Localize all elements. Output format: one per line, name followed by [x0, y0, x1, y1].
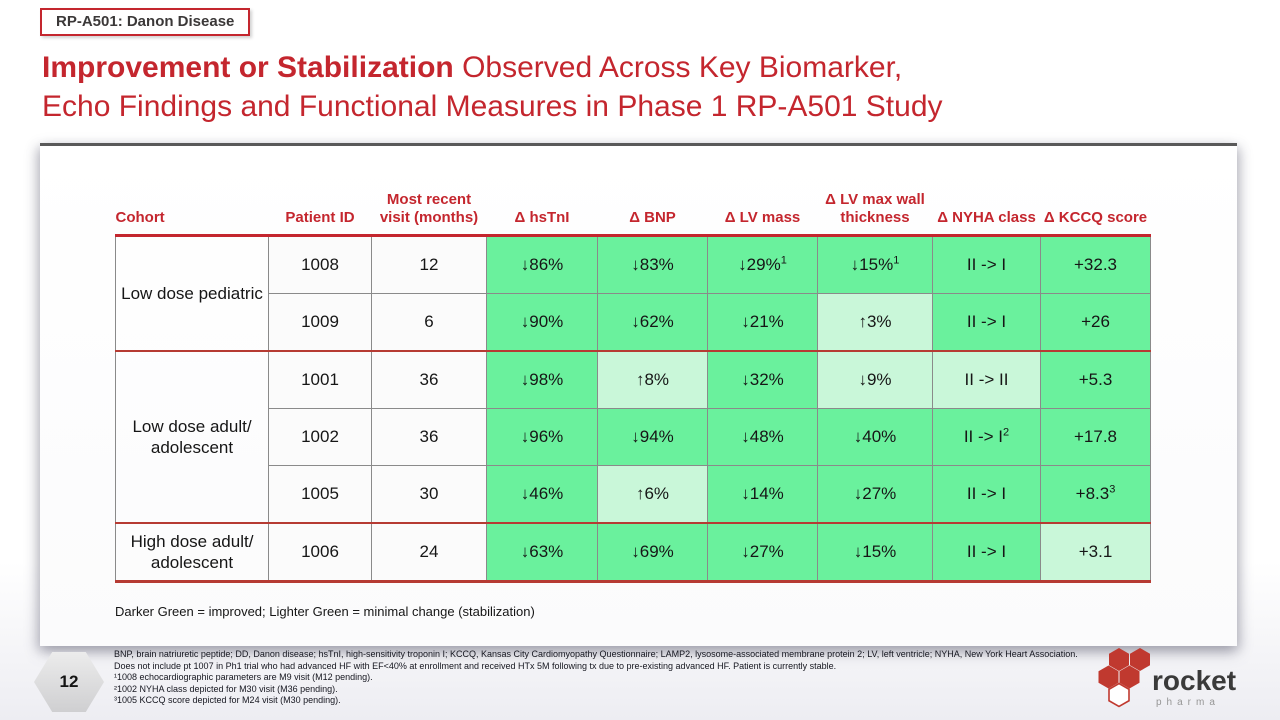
delta-cell: ↓27% [817, 465, 933, 524]
delta-cell: II -> I2 [932, 408, 1041, 466]
delta-cell: ↑3% [817, 293, 933, 352]
patient-id-cell: 1002 [268, 408, 372, 466]
visit-months-cell: 12 [371, 235, 487, 294]
cohort-cell: Low dose pediatric [115, 235, 269, 352]
patient-id-cell: 1006 [268, 522, 372, 583]
delta-cell: ↓46% [486, 465, 598, 524]
table-row: 1002 36 ↓96% ↓94% ↓48% ↓40% II -> I2 +17.8 [116, 408, 1151, 466]
visit-months-cell: 30 [371, 465, 487, 524]
delta-cell: +32.3 [1040, 235, 1151, 294]
slide-title: Improvement or Stabilization Observed Ac… [42, 48, 943, 126]
column-header: Cohort [115, 191, 269, 237]
cohort-cell: High dose adult/ adolescent [115, 522, 269, 583]
delta-cell: ↓27% [707, 522, 818, 583]
logo-text: rocket pharma [1152, 665, 1237, 709]
footnote-2: ²1002 NYHA class depicted for M30 visit … [114, 683, 338, 694]
table-row: Low dose adult/ adolescent 1001 36 ↓98% ↑8% ↓… [115, 350, 1151, 524]
delta-cell: ↓15% [817, 522, 933, 583]
delta-cell: ↓32% [707, 350, 818, 409]
page-number: 12 [59, 672, 79, 691]
delta-cell: ↓96% [486, 408, 598, 466]
patient-id-cell: 1005 [268, 465, 372, 524]
delta-cell: ↓9% [817, 350, 933, 409]
delta-cell: ↓98% [486, 350, 598, 409]
delta-cell: ↓86% [486, 235, 598, 294]
delta-cell: ↓29%1 [707, 235, 818, 294]
visit-months-cell: 36 [371, 408, 487, 466]
visit-months-cell: 6 [371, 293, 487, 352]
column-header: Most recent visit (months) [371, 191, 487, 237]
study-badge: RP-A501: Danon Disease [40, 8, 251, 36]
delta-cell: +3.1 [1040, 522, 1151, 583]
page-number-hexagon: 12 [34, 652, 104, 712]
logo-subtitle: pharma [1156, 697, 1220, 708]
delta-cell: ↓62% [597, 293, 708, 352]
delta-cell: II -> I [932, 465, 1041, 524]
delta-cell: ↑8% [597, 350, 708, 409]
title-line1: Improvement or Stabilization Observed Ac… [42, 51, 903, 84]
column-header: Δ LV mass [707, 191, 818, 237]
delta-cell: ↓48% [707, 408, 818, 466]
delta-cell: ↓21% [707, 293, 818, 352]
delta-cell: ↓63% [486, 522, 598, 583]
table-row: 1005 30 ↓46% ↑6% ↓14% ↓27% II -> I +8.33 [116, 465, 1151, 524]
hexagon-cluster-icon [1098, 648, 1150, 708]
column-header: Δ NYHA class [932, 191, 1041, 237]
delta-cell: ↓15%1 [817, 235, 933, 294]
delta-cell: ↓83% [597, 235, 708, 294]
footnote-1: ¹1008 echocardiographic parameters are M… [114, 672, 373, 683]
column-header: Patient ID [268, 191, 372, 237]
delta-cell: ↓94% [597, 408, 708, 466]
column-header: Δ LV max wall thickness [817, 191, 933, 237]
delta-cell: ↓90% [486, 293, 598, 352]
footnote-3: ³1005 KCCQ score depicted for M24 visit … [114, 695, 341, 706]
delta-cell: ↓40% [817, 408, 933, 466]
title-line2: Echo Findings and Functional Measures in… [42, 90, 943, 123]
visit-months-cell: 36 [371, 350, 487, 409]
table-row: Low dose pediatric 1008 12 ↓86% ↓83% ↓29%1 ↓15… [115, 235, 1151, 352]
patient-id-cell: 1009 [268, 293, 372, 352]
table-row: 1009 6 ↓90% ↓62% ↓21% ↑3% II -> I +26 [116, 293, 1151, 352]
delta-cell: ↓14% [707, 465, 818, 524]
delta-cell: II -> II [932, 350, 1041, 409]
delta-cell: +26 [1040, 293, 1151, 352]
table-header-row: Cohort Patient ID Most recent visit (month… [115, 191, 1151, 237]
color-legend: Darker Green = improved; Lighter Green =… [115, 604, 535, 619]
delta-cell: II -> I [932, 235, 1041, 294]
delta-cell: +5.3 [1040, 350, 1151, 409]
column-header: Δ KCCQ score [1040, 191, 1151, 237]
results-card: Cohort Patient ID Most recent visit (month… [40, 143, 1237, 646]
delta-cell: +8.33 [1040, 465, 1151, 524]
logo-brand: rocket [1152, 665, 1237, 696]
table-row: High dose adult/ adolescent 1006 24 ↓63% ↓69… [115, 522, 1151, 583]
results-table: Cohort Patient ID Most recent visit (month… [115, 191, 1151, 583]
delta-cell: +17.8 [1040, 408, 1151, 466]
cohort-cell: Low dose adult/ adolescent [115, 350, 269, 524]
column-header: Δ BNP [597, 191, 708, 237]
delta-cell: ↑6% [597, 465, 708, 524]
rocket-pharma-logo: rocket pharma [1096, 645, 1236, 720]
delta-cell: ↓69% [597, 522, 708, 583]
patient-id-cell: 1008 [268, 235, 372, 294]
delta-cell: II -> I [932, 522, 1041, 583]
column-header: Δ hsTnI [486, 191, 598, 237]
patient-id-cell: 1001 [268, 350, 372, 409]
visit-months-cell: 24 [371, 522, 487, 583]
footnotes: BNP, brain natriuretic peptide; DD, Dano… [114, 649, 1092, 707]
footnote-abbreviations: BNP, brain natriuretic peptide; DD, Dano… [114, 649, 1078, 671]
delta-cell: II -> I [932, 293, 1041, 352]
